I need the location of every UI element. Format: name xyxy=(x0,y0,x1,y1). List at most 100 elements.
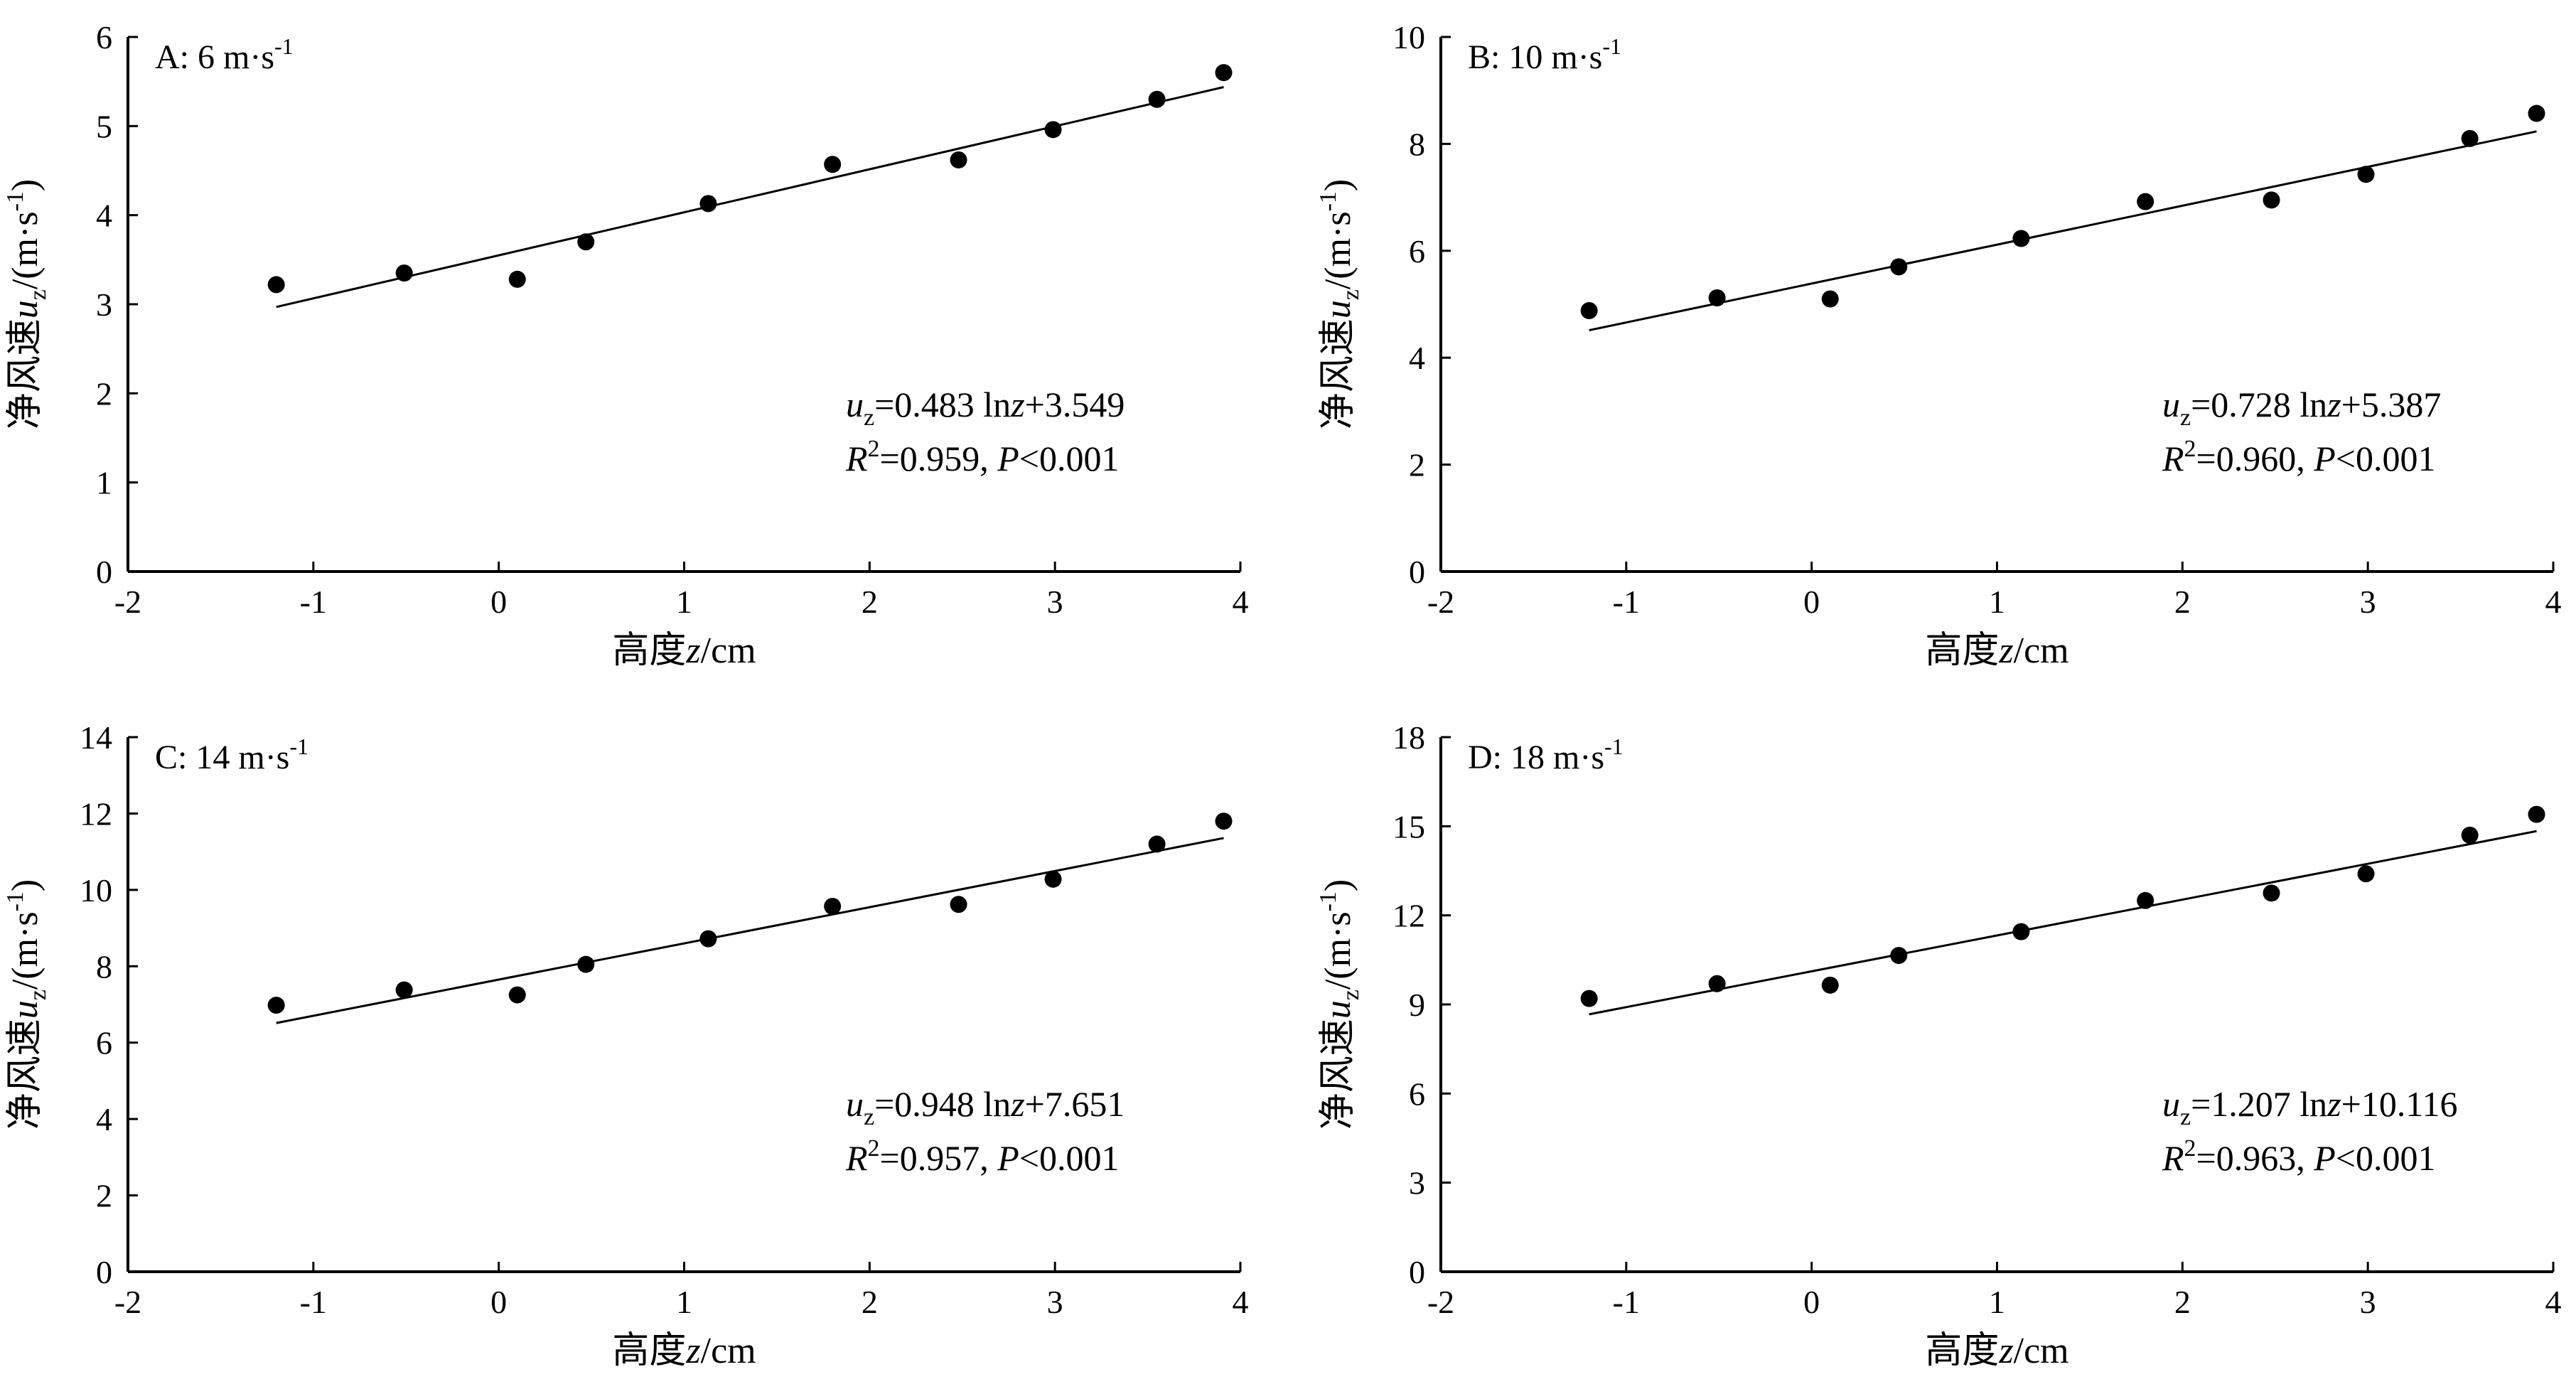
x-axis-label-unit: /cm xyxy=(2014,1331,2069,1371)
y-axis-label-close: ) xyxy=(5,879,45,891)
r2-text: =0.957, xyxy=(880,1138,998,1178)
y-tick-label: 8 xyxy=(96,948,112,985)
data-point xyxy=(1890,258,1908,276)
y-axis-label-cn: 净风速 xyxy=(5,318,45,429)
y-tick-label: 2 xyxy=(96,375,112,412)
x-tick-label: 4 xyxy=(2545,1284,2562,1320)
y-tick-label: 3 xyxy=(1409,1165,1425,1201)
x-tick-label: 4 xyxy=(2545,584,2562,620)
r2-R: R xyxy=(845,1138,868,1178)
x-axis-label-cn: 高度 xyxy=(612,631,686,671)
y-tick-label: 10 xyxy=(1392,19,1425,55)
y-axis-label-unit-sup: -1 xyxy=(1315,191,1341,211)
x-tick-label: 1 xyxy=(676,1284,692,1320)
y-axis-label-unit-sup: -1 xyxy=(2,891,28,911)
panel-label: A: 6 m·s-1 xyxy=(155,33,294,76)
data-point xyxy=(1215,813,1233,830)
panel-label-text: A: 6 m·s xyxy=(155,38,274,76)
y-tick-label: 2 xyxy=(1409,447,1425,483)
y-tick-label: 18 xyxy=(1392,719,1425,756)
y-tick-label: 5 xyxy=(96,108,112,144)
y-axis-label: 净风速uz/(m·s-1) xyxy=(2,179,51,430)
x-axis-label: 高度z/cm xyxy=(612,631,756,671)
eq-var: u xyxy=(2162,1084,2180,1124)
x-axis-label-var: z xyxy=(1998,631,2013,671)
x-axis-label: 高度z/cm xyxy=(612,1331,756,1371)
r2-sup: 2 xyxy=(868,1135,880,1162)
x-tick-label: 0 xyxy=(1803,1284,1820,1320)
y-tick-label: 4 xyxy=(96,1101,112,1137)
data-point xyxy=(395,981,413,999)
x-tick-label: 2 xyxy=(862,1284,878,1320)
y-axis-label-close: ) xyxy=(1318,179,1358,191)
y-tick-label: 3 xyxy=(96,286,112,323)
data-point xyxy=(577,233,595,251)
data-point xyxy=(950,896,967,913)
r2-sup: 2 xyxy=(2184,436,2196,462)
y-tick-label: 12 xyxy=(80,795,112,832)
data-point xyxy=(395,264,413,282)
r2-tail: <0.001 xyxy=(2336,439,2436,478)
panel-label-sup: -1 xyxy=(289,734,308,759)
panel-label-sup: -1 xyxy=(274,33,294,59)
x-axis-label-cn: 高度 xyxy=(612,1331,686,1371)
eq-sub: z xyxy=(864,1104,874,1130)
data-point xyxy=(577,955,595,973)
panel-label-sup: -1 xyxy=(1602,33,1621,59)
eq-var: u xyxy=(846,1084,864,1124)
data-point xyxy=(699,930,717,948)
y-tick-label: 0 xyxy=(1409,1254,1425,1290)
fit-statistics: R2=0.957, P<0.001 xyxy=(845,1135,1120,1178)
eq-sub: z xyxy=(864,404,874,431)
eq-z: z xyxy=(2327,1084,2341,1124)
fit-line xyxy=(1589,130,2537,332)
r2-P: P xyxy=(2313,439,2336,478)
y-axis-label: 净风速uz/(m·s-1) xyxy=(1315,179,1364,430)
panel-label-text: D: 18 m·s xyxy=(1468,739,1604,776)
fit-equation: uz=0.728 lnz+5.387 xyxy=(2162,385,2441,431)
y-axis-label-close: ) xyxy=(5,179,45,191)
panel-label-text: C: 14 m·s xyxy=(155,739,289,776)
x-axis-label-cn: 高度 xyxy=(1925,1331,1999,1371)
fit-equation: uz=0.483 lnz+3.549 xyxy=(846,385,1125,431)
eq-text: =0.483 ln xyxy=(874,385,1011,424)
x-tick-label: -2 xyxy=(1427,1284,1454,1320)
y-axis-label-sub: z xyxy=(1338,289,1364,300)
data-point xyxy=(2012,230,2030,247)
x-tick-label: 3 xyxy=(2360,584,2376,620)
data-point xyxy=(508,270,526,288)
x-tick-label: 2 xyxy=(2174,1284,2191,1320)
data-point xyxy=(1890,947,1908,965)
data-point xyxy=(699,195,717,213)
y-tick-label: 4 xyxy=(1409,340,1425,376)
r2-P: P xyxy=(2313,1138,2336,1178)
eq-tail: +7.651 xyxy=(1025,1084,1125,1124)
x-axis-label: 高度z/cm xyxy=(1925,631,2068,671)
x-tick-label: 4 xyxy=(1233,1284,1249,1320)
eq-text: =0.728 ln xyxy=(2191,385,2327,424)
eq-z: z xyxy=(1010,1084,1024,1124)
y-axis-label: 净风速uz/(m·s-1) xyxy=(1315,879,1364,1130)
data-point xyxy=(2137,891,2154,909)
y-axis-label-unit: /(m·s xyxy=(5,211,45,289)
data-point xyxy=(1821,290,1839,308)
data-point xyxy=(1215,64,1233,82)
r2-sup: 2 xyxy=(2184,1135,2196,1162)
y-tick-label: 10 xyxy=(80,872,112,908)
y-tick-label: 8 xyxy=(1409,126,1425,162)
x-axis-label-unit: /cm xyxy=(701,1331,756,1371)
y-axis-label-close: ) xyxy=(1318,879,1358,891)
eq-sub: z xyxy=(2180,404,2191,431)
r2-R: R xyxy=(2162,1138,2184,1178)
x-tick-label: -2 xyxy=(114,584,141,620)
fit-statistics: R2=0.963, P<0.001 xyxy=(2162,1135,2436,1178)
data-point xyxy=(2263,191,2280,209)
data-point xyxy=(1580,302,1598,320)
x-tick-label: -1 xyxy=(1613,1284,1640,1320)
x-tick-label: 4 xyxy=(1233,584,1249,620)
y-tick-label: 4 xyxy=(96,198,112,234)
fit-equation: uz=0.948 lnz+7.651 xyxy=(846,1084,1125,1130)
